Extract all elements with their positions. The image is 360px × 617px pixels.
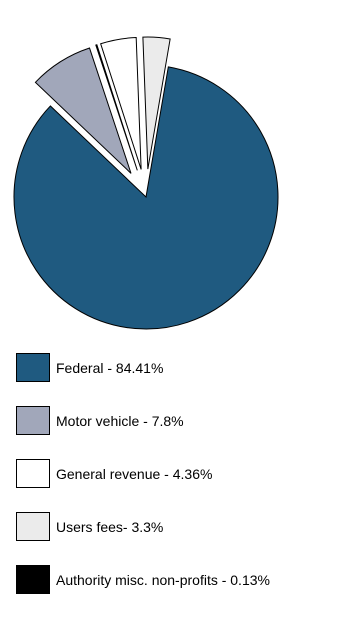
legend-item-motor-vehicle: Motor vehicle - 7.8% — [16, 405, 356, 436]
pie-slice-authority-misc-non-profits — [95, 44, 138, 171]
pie-slice-federal — [13, 66, 279, 330]
legend-label-users-fees: Users fees- 3.3% — [56, 518, 164, 535]
legend-item-federal: Federal - 84.41% — [16, 352, 356, 383]
legend-label-general-revenue: General revenue - 4.36% — [56, 465, 213, 482]
legend-swatch-motor-vehicle — [16, 406, 50, 435]
legend-label-authority-misc: Authority misc. non-profits - 0.13% — [56, 571, 270, 588]
legend-swatch-authority-misc — [16, 565, 50, 594]
pie-slice-users-fees — [142, 36, 171, 170]
legend-label-motor-vehicle: Motor vehicle - 7.8% — [56, 412, 184, 429]
chart-legend: Federal - 84.41% Motor vehicle - 7.8% Ge… — [16, 352, 356, 617]
pie-slice-general-revenue — [100, 37, 142, 170]
legend-item-authority-misc: Authority misc. non-profits - 0.13% — [16, 564, 356, 595]
legend-swatch-users-fees — [16, 512, 50, 541]
legend-item-general-revenue: General revenue - 4.36% — [16, 458, 356, 489]
pie-chart — [13, 36, 279, 330]
legend-swatch-general-revenue — [16, 459, 50, 488]
pie-slice-motor-vehicle — [34, 47, 132, 174]
legend-label-federal: Federal - 84.41% — [56, 359, 164, 376]
legend-item-users-fees: Users fees- 3.3% — [16, 511, 356, 542]
legend-swatch-federal — [16, 353, 50, 382]
